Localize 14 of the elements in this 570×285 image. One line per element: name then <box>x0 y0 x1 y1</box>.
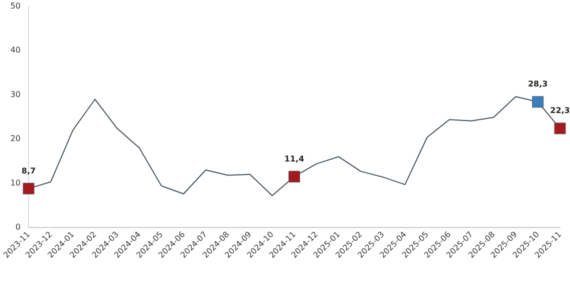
data-label: 11,4 <box>284 154 305 164</box>
y-tick-label: 40 <box>10 46 21 55</box>
point <box>288 170 300 182</box>
y-tick-label: 10 <box>10 178 21 188</box>
point <box>554 122 566 134</box>
point <box>22 182 34 194</box>
data-label: 28,3 <box>528 80 548 89</box>
data-label: 8,7 <box>22 166 36 176</box>
y-tick-label: 0 <box>15 222 21 232</box>
point <box>532 96 544 108</box>
y-tick-label: 30 <box>10 90 21 99</box>
data-label: 22,3 <box>550 106 570 116</box>
y-tick-label: 50 <box>10 2 21 10</box>
y-tick-label: 20 <box>10 134 21 144</box>
